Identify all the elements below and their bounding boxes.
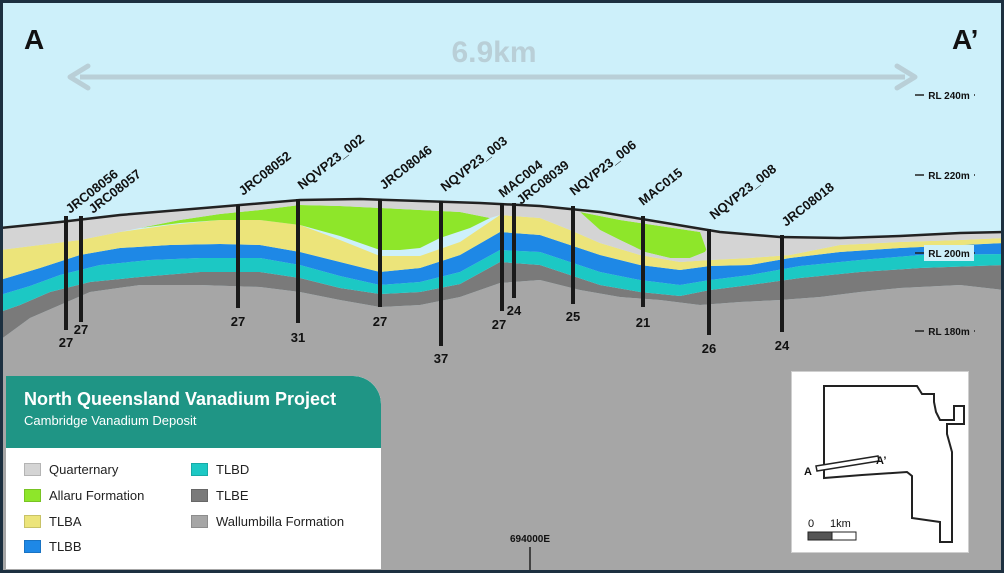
topographic-surface-line xyxy=(0,197,1004,240)
distance-arrow xyxy=(67,63,918,91)
legend-swatch xyxy=(24,540,41,553)
rl-label-group: RL 240m RL 220m RL 200m RL 180m xyxy=(924,87,974,339)
drillhole-depth-label: 24 xyxy=(775,338,790,353)
legend-item-label: TLBD xyxy=(216,462,250,477)
drillhole-depth-label: 27 xyxy=(74,322,88,337)
scale-start-label: 0 xyxy=(808,518,814,530)
rl-label-bg xyxy=(924,167,974,183)
distance-label: 6.9km xyxy=(451,36,536,69)
legend-item-label: Quarternary xyxy=(49,462,119,477)
legend-item-label: Allaru Formation xyxy=(49,488,145,503)
drillhole-depth-label: 24 xyxy=(507,303,522,318)
legend-item-tlba: TLBA xyxy=(24,514,82,529)
drillhole-depth-label: 21 xyxy=(636,315,650,330)
legend-panel: North Queensland Vanadium Project Cambri… xyxy=(6,376,381,569)
rl-label-bg xyxy=(924,323,974,339)
drillhole-depth-label: 27 xyxy=(373,314,387,329)
scale-bar-dark xyxy=(807,531,833,541)
scale-end-label: 1km xyxy=(830,518,851,530)
layer-tlbd xyxy=(0,250,1004,312)
legend-title: North Queensland Vanadium Project xyxy=(24,389,337,409)
drillhole-depth-label: 27 xyxy=(492,317,506,332)
legend-item-tlbd: TLBD xyxy=(191,462,249,477)
drillhole-depth-label: 27 xyxy=(231,314,245,329)
deposit-outline xyxy=(823,385,965,543)
inset-location-map: A A’ 0 1km xyxy=(791,371,969,553)
rl-label-220: RL 220m xyxy=(928,171,970,182)
legend-item-tlbb: TLBB xyxy=(24,539,82,554)
layer-allaru-formation-2 xyxy=(580,212,712,258)
rl-label-180: RL 180m xyxy=(928,327,970,338)
scale-bar-light xyxy=(831,531,857,541)
inset-start-label: A xyxy=(804,466,812,478)
drillhole-depth-label: 31 xyxy=(291,330,305,345)
legend-item-tlbe: TLBE xyxy=(191,488,249,503)
legend-swatch xyxy=(191,463,208,476)
legend-swatch xyxy=(24,463,41,476)
legend-item-label: TLBE xyxy=(216,488,249,503)
drillhole-depth-label: 27 xyxy=(59,335,73,350)
legend-swatch xyxy=(24,489,41,502)
legend-swatch xyxy=(191,515,208,528)
inset-end-label: A’ xyxy=(876,455,886,467)
layer-allaru-formation xyxy=(140,205,490,250)
layer-tlbb xyxy=(0,232,1004,295)
layer-quarternary xyxy=(0,199,1004,262)
rl-label-bg xyxy=(924,245,974,261)
legend-swatch xyxy=(191,489,208,502)
rl-label-bg xyxy=(924,87,974,103)
legend-item-label: Wallumbilla Formation xyxy=(216,514,345,529)
easting-label: 694000E xyxy=(510,534,550,545)
drillhole-depth-label: 25 xyxy=(566,309,580,324)
section-end-label: A’ xyxy=(952,24,978,55)
section-start-label: A xyxy=(24,24,44,55)
legend-swatch xyxy=(24,515,41,528)
drillhole-depth-label: 37 xyxy=(434,351,448,366)
rl-label-240: RL 240m xyxy=(928,91,970,102)
legend-item-label: TLBA xyxy=(49,514,82,529)
rl-label-200: RL 200m xyxy=(928,249,970,260)
inset-map-drawing: A A’ 0 1km xyxy=(804,385,965,543)
layer-tlbe xyxy=(0,262,1004,340)
legend-subtitle: Cambridge Vanadium Deposit xyxy=(24,413,197,428)
legend-item-quarternary: Quarternary xyxy=(24,462,118,477)
legend-item-label: TLBB xyxy=(49,539,82,554)
section-line-marker xyxy=(815,455,880,472)
legend-header: North Queensland Vanadium Project Cambri… xyxy=(6,376,381,448)
layer-tlba xyxy=(0,215,1004,280)
legend-item-wallumbilla-formation: Wallumbilla Formation xyxy=(191,514,344,529)
legend-item-allaru-formation: Allaru Formation xyxy=(24,488,144,503)
drillhole-depth-label: 26 xyxy=(702,341,716,356)
